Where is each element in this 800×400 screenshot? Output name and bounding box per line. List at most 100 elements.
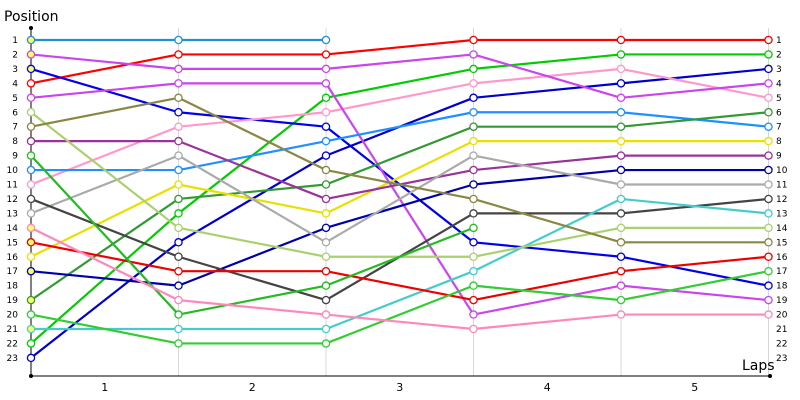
data-point: [321, 324, 331, 334]
data-point: [321, 238, 331, 247]
y-tick-label-left: 13: [7, 209, 18, 219]
data-point: [26, 353, 36, 363]
series-2: [26, 35, 773, 88]
data-point: [321, 79, 331, 88]
y-tick-label-left: 19: [7, 296, 19, 306]
data-point: [764, 310, 773, 319]
series-line: [30, 38, 769, 85]
series-16: [26, 194, 773, 334]
y-tick-label-left: 14: [7, 224, 19, 234]
data-point: [321, 35, 331, 45]
data-point: [174, 238, 183, 247]
data-point: [174, 93, 183, 103]
y-tick-label-right: 5: [776, 94, 782, 104]
y-tick-label-right: 17: [776, 267, 787, 277]
y-tick-label-left: 4: [12, 79, 18, 89]
data-point: [26, 122, 36, 131]
data-point: [469, 136, 478, 146]
data-point: [174, 295, 183, 305]
data-point: [616, 165, 626, 175]
y-tick-label-left: 11: [7, 181, 18, 191]
y-tick-label-left: 7: [12, 123, 18, 133]
data-point: [26, 180, 36, 189]
data-point: [174, 165, 183, 175]
data-point: [26, 194, 36, 204]
y-tick-label-left: 2: [12, 50, 18, 60]
series-13: [26, 165, 773, 290]
data-point: [26, 339, 36, 348]
data-point: [616, 108, 626, 117]
data-point: [321, 252, 331, 261]
data-point: [616, 194, 626, 204]
series-line: [30, 168, 769, 287]
data-point: [764, 64, 773, 74]
y-tick-label-right: 7: [776, 123, 782, 133]
series-18: [26, 93, 773, 247]
data-point: [321, 108, 331, 117]
data-point: [174, 79, 183, 88]
series-lines: [26, 35, 773, 363]
data-point: [321, 209, 331, 218]
y-tick-label-left: 5: [12, 94, 18, 104]
data-point: [764, 108, 773, 117]
data-point: [616, 93, 626, 103]
series-6: [26, 64, 773, 189]
data-point: [321, 50, 331, 59]
y-tick-label-left: 23: [7, 354, 18, 364]
data-point: [616, 266, 626, 276]
data-point: [26, 238, 36, 247]
data-point: [616, 151, 626, 160]
data-point: [469, 238, 478, 247]
y-tick-label-right: 21: [776, 325, 787, 335]
data-point: [174, 266, 183, 276]
data-point: [469, 122, 478, 131]
data-point: [764, 151, 773, 160]
y-tick-label-left: 10: [7, 166, 19, 176]
data-point: [616, 79, 626, 88]
series-19: [26, 238, 773, 305]
series-7: [26, 50, 773, 103]
data-point: [764, 165, 773, 175]
x-tick-label: 4: [544, 381, 551, 394]
data-point: [26, 64, 36, 74]
series-3: [26, 50, 773, 348]
y-tick-label-right: 9: [776, 152, 782, 162]
data-point: [174, 281, 183, 290]
x-tick-label: 2: [249, 381, 256, 394]
y-tick-label-right: 23: [776, 354, 787, 364]
y-tick-label-right: 11: [776, 181, 787, 191]
series-20: [26, 151, 478, 319]
series-line: [30, 111, 769, 302]
data-point: [26, 108, 36, 117]
data-point: [174, 310, 183, 319]
data-point: [321, 64, 331, 74]
data-point: [469, 180, 478, 189]
data-point: [764, 238, 773, 247]
data-point: [764, 194, 773, 204]
data-point: [764, 252, 773, 261]
y-tick-label-right: 2: [776, 50, 782, 60]
y-tick-label-right: 16: [776, 253, 788, 263]
data-point: [174, 108, 183, 117]
series-line: [30, 226, 769, 331]
data-point: [764, 136, 773, 146]
series-line: [31, 111, 769, 172]
axes: Position Laps: [4, 9, 775, 378]
data-point: [321, 310, 331, 319]
data-point: [321, 223, 331, 233]
y-tick-label-left: 1: [12, 36, 18, 46]
y-tick-label-left: 22: [7, 339, 18, 349]
data-point: [469, 35, 478, 45]
y-tick-label-right: 20: [776, 311, 788, 321]
y-tick-label-left: 8: [12, 137, 18, 147]
data-point: [321, 266, 331, 276]
y-tick-label-left: 12: [7, 195, 18, 205]
data-point: [616, 122, 626, 131]
data-point: [616, 50, 626, 59]
data-point: [764, 35, 773, 45]
y-tick-label-right: 10: [776, 166, 788, 176]
data-point: [764, 209, 773, 218]
x-axis-end-dot: [768, 374, 772, 378]
series-9: [26, 108, 773, 175]
y-axis-title: Position: [4, 9, 59, 25]
